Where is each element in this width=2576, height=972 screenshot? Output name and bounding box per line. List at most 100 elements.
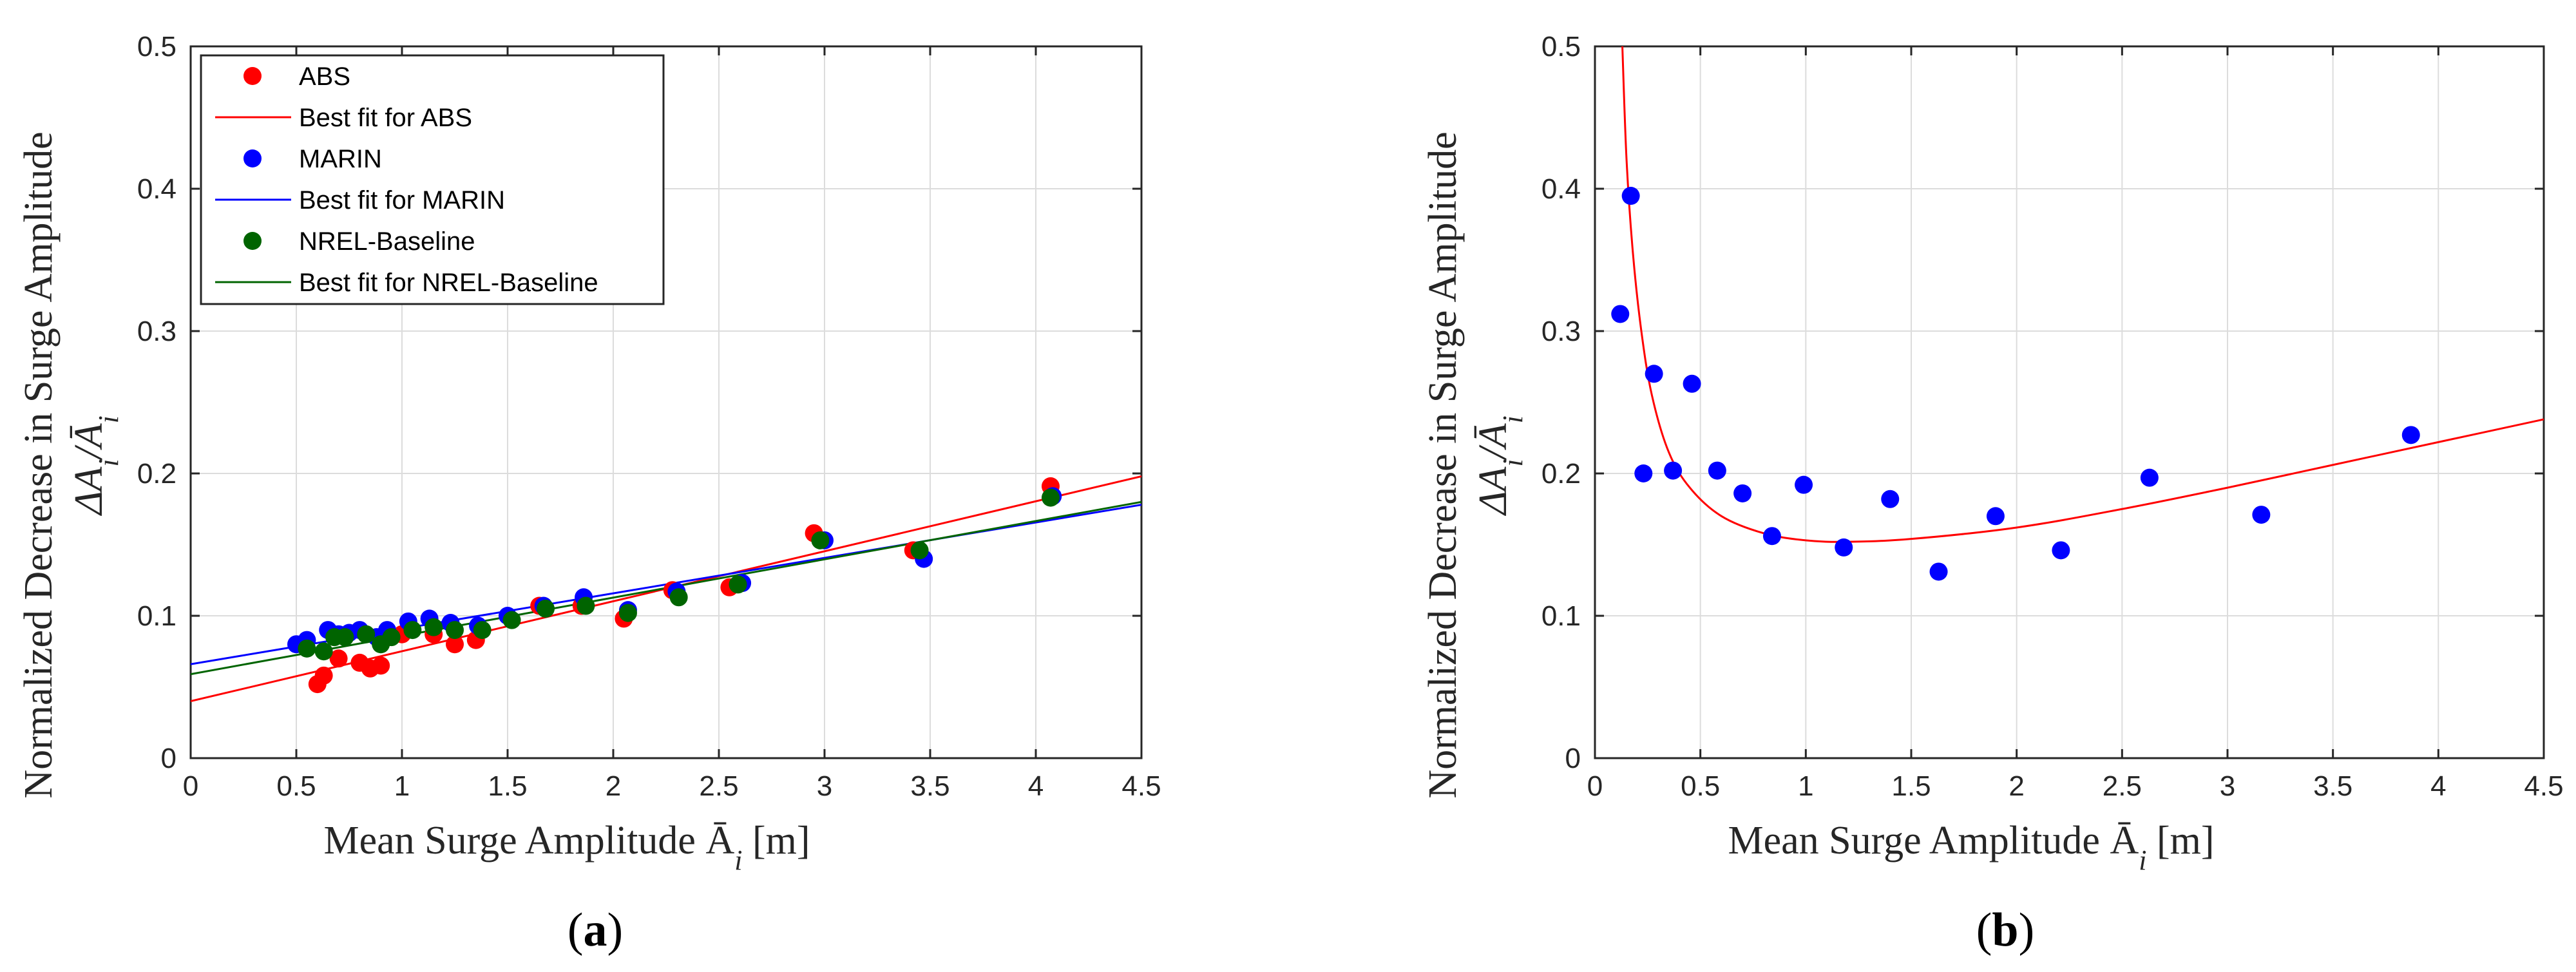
data-point-0-13 [1986,507,2005,526]
chart-panel-b: 0 0.5 1 1.5 2 2.5 3 3.5 4 4.5 0 0.1 0.2 0.3 0.4 0.5 Mea… [1421,31,2564,957]
x-tick-label: 0.5 [1681,770,1720,802]
data-point-0-9 [1795,475,1813,494]
x-tick-label: 4.5 [2524,770,2563,802]
y-tick-label: 0 [161,743,177,774]
y-tick-label: 0.4 [137,173,177,205]
axes-box [189,45,1143,759]
data-point-2-0 [298,639,316,658]
grid-lines [1594,46,2544,759]
x-tick-label: 1.5 [1891,770,1931,802]
x-tick-label: 3 [817,770,832,802]
y-tick-label: 0.2 [137,458,177,490]
data-point-0-11 [1881,490,1900,508]
x-tick-label: 3 [2220,770,2235,802]
legend-marker [243,67,262,85]
chart-panel-a: 0 0.5 1 1.5 2 2.5 3 3.5 4 4.5 0 0.1 0.2 0.3 0.4 0.5 ABS… [17,31,1161,957]
x-tick-label: 1 [1798,770,1813,802]
axis-ticks: 0 0.5 1 1.5 2 2.5 3 3.5 4 4.5 0 0.1 0.2 0.3 0.4 0.5 [137,31,1161,802]
x-tick-label: 4 [1028,770,1044,802]
x-tick-label: 1 [394,770,410,802]
y-axis-label-line1: Normalized Decrease in Surge Amplitude [17,131,61,798]
data-point-2-12 [537,599,555,618]
data-point-0-14 [2052,541,2070,560]
legend-label: ABS [299,62,350,91]
y-tick-label: 0.1 [137,600,177,632]
legend-label: MARIN [299,145,382,173]
data-point-0-1 [1621,187,1640,205]
data-point-2-6 [382,628,401,647]
data-point-0-12 [1929,562,1948,581]
data-point-0-10 [1835,538,1853,557]
x-tick-label: 4.5 [1121,770,1161,802]
data-point-0-4 [1664,461,1683,480]
axes-box [1594,45,2545,759]
legend-label: Best fit for NREL-Baseline [299,269,598,297]
data-point-2-7 [403,621,422,640]
y-tick-label: 0.5 [1541,31,1581,62]
data-point-2-19 [1041,488,1060,507]
data-point-2-4 [357,625,376,643]
x-tick-label: 3.5 [2313,770,2352,802]
fit-line-0 [1621,46,2544,543]
y-tick-label: 0 [1565,743,1581,774]
data-point-2-18 [910,541,929,560]
y-tick-label: 0.3 [1541,316,1581,347]
y-axis-label-line2: ΔAi/Āi [1471,415,1529,517]
y-tick-label: 0.5 [137,31,177,62]
data-point-0-8 [446,635,464,654]
data-point-0-2 [1634,464,1653,482]
data-point-0-6 [1708,461,1726,480]
data-point-0-5 [372,656,390,675]
legend: ABS Best fit for ABS MARIN Best fit for MAR… [200,54,665,305]
y-tick-label: 0.2 [1541,458,1581,490]
data-point-2-10 [473,621,491,640]
x-tick-label: 0 [1587,770,1603,802]
x-tick-label: 4 [2430,770,2446,802]
x-tick-label: 3.5 [910,770,949,802]
data-point-2-15 [669,588,688,607]
x-tick-label: 2.5 [2103,770,2142,802]
data-point-2-16 [729,575,747,594]
data-point-0-2 [329,649,348,668]
legend-marker [243,232,262,250]
panel-label-a: (a) [568,904,623,957]
data-point-0-17 [2401,426,2420,444]
y-axis-label-line1: Normalized Decrease in Surge Amplitude [1421,131,1465,798]
axis-ticks: 0 0.5 1 1.5 2 2.5 3 3.5 4 4.5 0 0.1 0.2 0.3 0.4 0.5 [1541,31,2564,802]
legend-label: Best fit for MARIN [299,186,505,214]
panel-label-b: (b) [1976,904,2034,957]
x-axis-label: Mean Surge Amplitude Āi [m] [323,819,810,876]
data-point-2-14 [618,604,637,622]
data-point-2-8 [425,618,443,636]
legend-label: Best fit for ABS [299,104,472,132]
data-point-2-3 [336,628,354,647]
y-tick-label: 0.4 [1541,173,1581,205]
data-point-0-7 [1733,484,1752,502]
data-point-2-1 [314,642,333,661]
legend-marker [243,149,262,167]
data-point-2-9 [446,621,464,640]
data-point-0-5 [1683,374,1701,393]
data-point-2-17 [811,531,830,549]
legend-label: NREL-Baseline [299,227,475,256]
data-point-2-13 [577,596,595,615]
data-point-2-11 [502,611,521,629]
x-tick-label: 1.5 [488,770,527,802]
data-points [1611,187,2420,581]
data-point-0-3 [1645,365,1663,383]
data-point-0-15 [2140,468,2159,487]
x-tick-label: 0.5 [276,770,316,802]
y-axis-label-line2: ΔAi/Āi [67,415,124,517]
x-tick-label: 0 [183,770,198,802]
data-point-0-1 [314,666,333,685]
y-tick-label: 0.3 [137,316,177,347]
data-point-0-0 [1611,305,1630,323]
x-tick-label: 2.5 [699,770,738,802]
legend-box [200,54,665,305]
fit-lines [1621,46,2544,543]
x-tick-label: 2 [606,770,621,802]
data-point-0-16 [2252,506,2271,524]
y-tick-label: 0.1 [1541,600,1581,632]
x-tick-label: 2 [2008,770,2024,802]
